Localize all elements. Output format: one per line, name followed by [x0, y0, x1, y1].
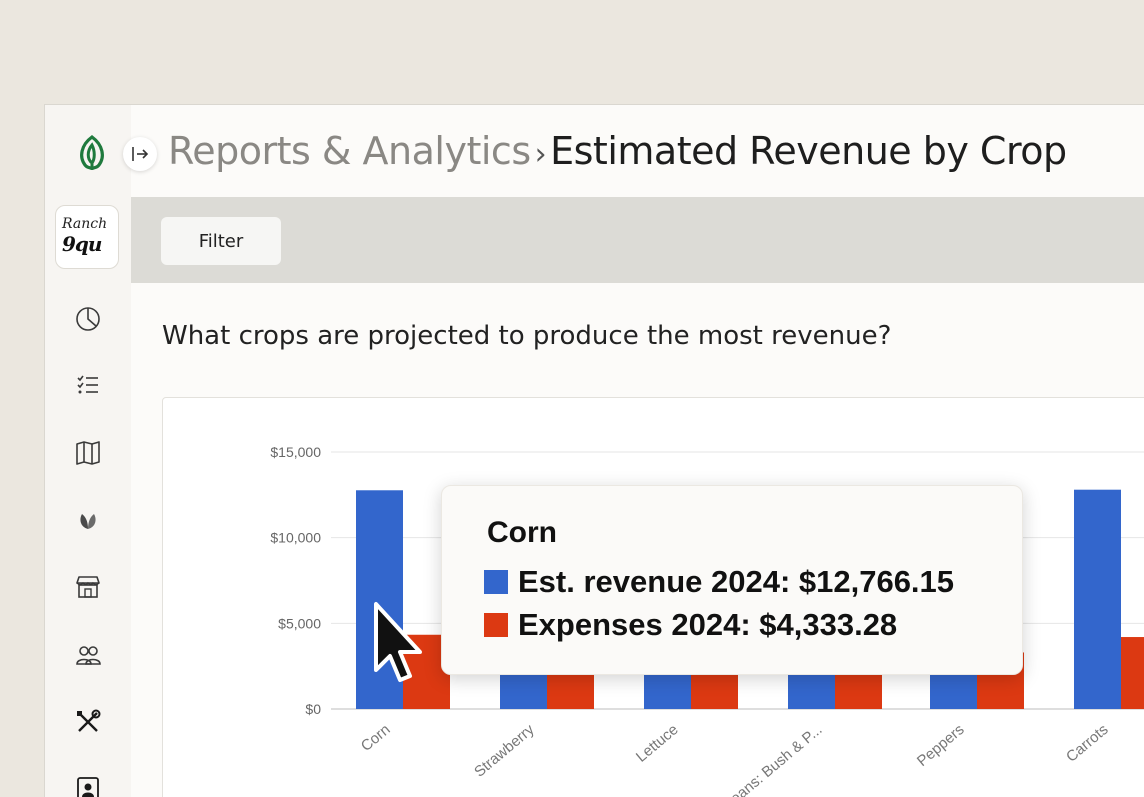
revenue-swatch	[484, 570, 508, 594]
crops-leaf-icon[interactable]	[74, 507, 102, 535]
breadcrumb-parent[interactable]: Reports & Analytics	[168, 129, 531, 173]
sidebar: Ranch 9qu	[45, 105, 132, 797]
expenses-bar[interactable]	[1121, 637, 1144, 709]
revenue-bar[interactable]	[1074, 489, 1121, 709]
farm-logo-text: Ranch	[62, 216, 108, 232]
app-window: Ranch 9qu	[44, 104, 1144, 797]
y-tick-label: $5,000	[278, 615, 321, 631]
people-icon[interactable]	[74, 641, 102, 669]
tooltip-expenses-text: Expenses 2024: $4,333.28	[518, 607, 898, 642]
tooltip-expenses-row: Expenses 2024: $4,333.28	[484, 607, 897, 643]
chart-tooltip: Corn Est. revenue 2024: $12,766.15 Expen…	[441, 485, 1023, 675]
y-tick-label: $10,000	[270, 530, 321, 546]
x-tick-label: Beans: Bush & P...	[720, 721, 826, 797]
page-title: Estimated Revenue by Crop	[550, 129, 1067, 173]
report-question: What crops are projected to produce the …	[162, 321, 892, 351]
map-icon[interactable]	[74, 439, 102, 467]
mouse-cursor-icon	[374, 602, 422, 682]
x-tick-label: Strawberry	[471, 721, 538, 781]
expenses-swatch	[484, 613, 508, 637]
tooltip-revenue-text: Est. revenue 2024: $12,766.15	[518, 564, 955, 599]
tools-icon[interactable]	[74, 708, 102, 736]
x-tick-label: Peppers	[914, 721, 968, 770]
sidebar-expand-button[interactable]	[123, 137, 157, 171]
tasks-list-icon[interactable]	[74, 371, 102, 399]
y-tick-label: $15,000	[270, 444, 321, 460]
breadcrumb: Reports & Analytics › Estimated Revenue by…	[168, 129, 1067, 173]
leaf-logo-icon[interactable]	[77, 135, 107, 171]
store-icon[interactable]	[74, 573, 102, 601]
filter-bar: Filter	[131, 197, 1144, 283]
tooltip-revenue-row: Est. revenue 2024: $12,766.15	[484, 564, 954, 600]
farm-logo-text: 9qu	[62, 232, 102, 256]
page-header: Reports & Analytics › Estimated Revenue by…	[131, 105, 1144, 197]
reports-pie-icon[interactable]	[74, 305, 102, 333]
x-tick-label: Corn	[358, 721, 394, 755]
y-tick-label: $0	[305, 701, 321, 717]
farm-logo[interactable]: Ranch 9qu	[55, 205, 119, 269]
filter-button[interactable]: Filter	[161, 217, 281, 265]
tooltip-title: Corn	[487, 516, 557, 549]
x-tick-label: Lettuce	[633, 721, 682, 766]
breadcrumb-separator: ›	[534, 137, 547, 172]
contacts-icon[interactable]	[74, 775, 102, 797]
x-tick-label: Carrots	[1063, 721, 1112, 766]
sidebar-expand-icon	[132, 147, 149, 161]
